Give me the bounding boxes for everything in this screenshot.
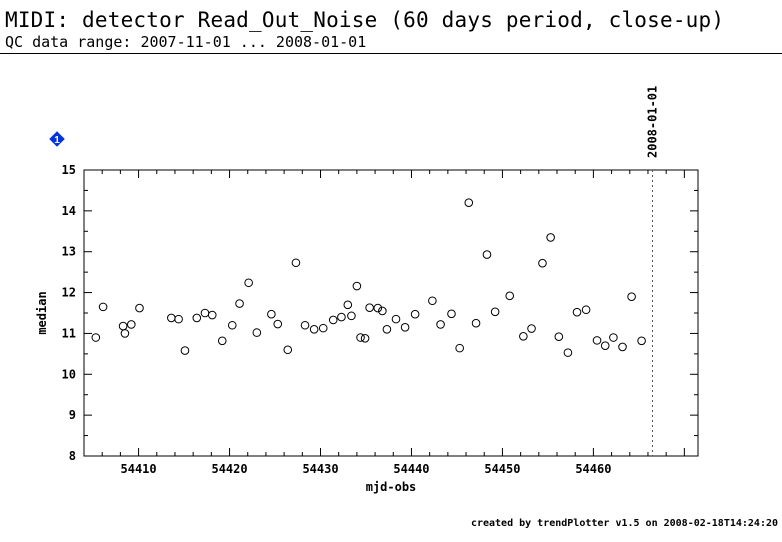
data-point [120,329,130,338]
data-point [527,324,536,333]
y-tick-label: 10 [62,367,76,381]
y-tick-label: 8 [69,449,76,463]
data-point [464,198,474,207]
y-tick-label: 15 [62,163,76,177]
axis-ticks [83,169,698,457]
data-point [490,307,500,317]
x-tick-label: 54420 [211,462,247,476]
marker-label: 1 [54,135,60,146]
y-tick-label: 11 [62,326,76,340]
data-point [98,302,108,312]
data-point [91,333,101,342]
y-tick-label: 14 [62,204,76,218]
data-point [505,291,515,301]
data-point [283,345,293,355]
diamond-marker-icon: 1 [49,131,65,147]
data-point [328,315,338,325]
data-point [227,320,237,330]
data-point [180,346,190,355]
data-point [382,325,392,334]
data-point [572,307,582,317]
data-point [482,250,492,259]
y-tick-label: 13 [62,245,76,259]
x-tick-label: 54440 [393,462,429,476]
header-divider [0,53,782,54]
chart-title: MIDI: detector Read_Out_Noise (60 days p… [5,8,725,32]
data-point [207,310,217,320]
data-point [200,308,210,318]
data-point [174,314,183,324]
data-point [519,331,528,341]
data-point [244,278,253,288]
data-point [360,334,370,343]
data-point [538,258,547,268]
x-tick-label: 54460 [575,462,611,476]
plot-frame [83,169,699,457]
data-point [637,336,646,346]
data-point [546,233,555,242]
chart-subtitle: QC data range: 2007-11-01 ... 2008-01-01 [5,33,367,51]
y-axis-label: median [35,291,49,334]
data-point [609,333,618,342]
data-point [217,336,227,346]
data-point [235,299,244,308]
data-point [600,341,610,350]
data-point [618,342,627,352]
y-tick-labels: 8 9 10 11 12 13 14 15 [62,163,76,463]
data-point [300,320,310,330]
x-tick-label: 54450 [484,462,520,476]
data-point [436,320,445,329]
data-point [291,258,301,268]
data-point [410,309,420,319]
data-point [447,309,456,319]
x-tick-label: 54410 [121,462,157,476]
data-point [581,305,591,315]
data-point [252,328,262,337]
data-point [455,343,464,353]
data-point [378,306,387,316]
data-point [273,319,283,329]
data-point [356,333,365,342]
x-tick-label: 54430 [302,462,338,476]
data-point [627,292,636,301]
data-point [337,312,346,322]
data-point [365,303,374,312]
data-point [471,318,481,328]
footer-credit: created by trendPlotter v1.5 on 2008-02-… [470,518,778,529]
y-tick-label: 12 [62,286,76,300]
data-point [563,348,573,357]
x-axis-label: mjd-obs [366,480,417,494]
y-tick-label: 9 [69,408,76,422]
x-tick-labels: 54410 54420 54430 54440 54450 54460 [121,462,612,476]
data-point [400,323,410,332]
data-point [428,296,437,306]
data-point [318,323,328,333]
data-point [309,325,319,334]
data-point [352,281,362,291]
data-point [391,314,401,324]
data-point [347,311,356,321]
data-point [554,332,564,341]
data-point [192,313,202,323]
data-point [167,313,176,323]
data-point [127,320,136,329]
data-point [373,303,383,313]
data-point [135,303,144,313]
date-marker-label: 2008-01-01 [646,86,660,158]
data-point [592,336,602,345]
data-point [267,309,276,319]
data-point [343,300,353,310]
data-points [91,198,646,357]
data-point [118,321,128,331]
